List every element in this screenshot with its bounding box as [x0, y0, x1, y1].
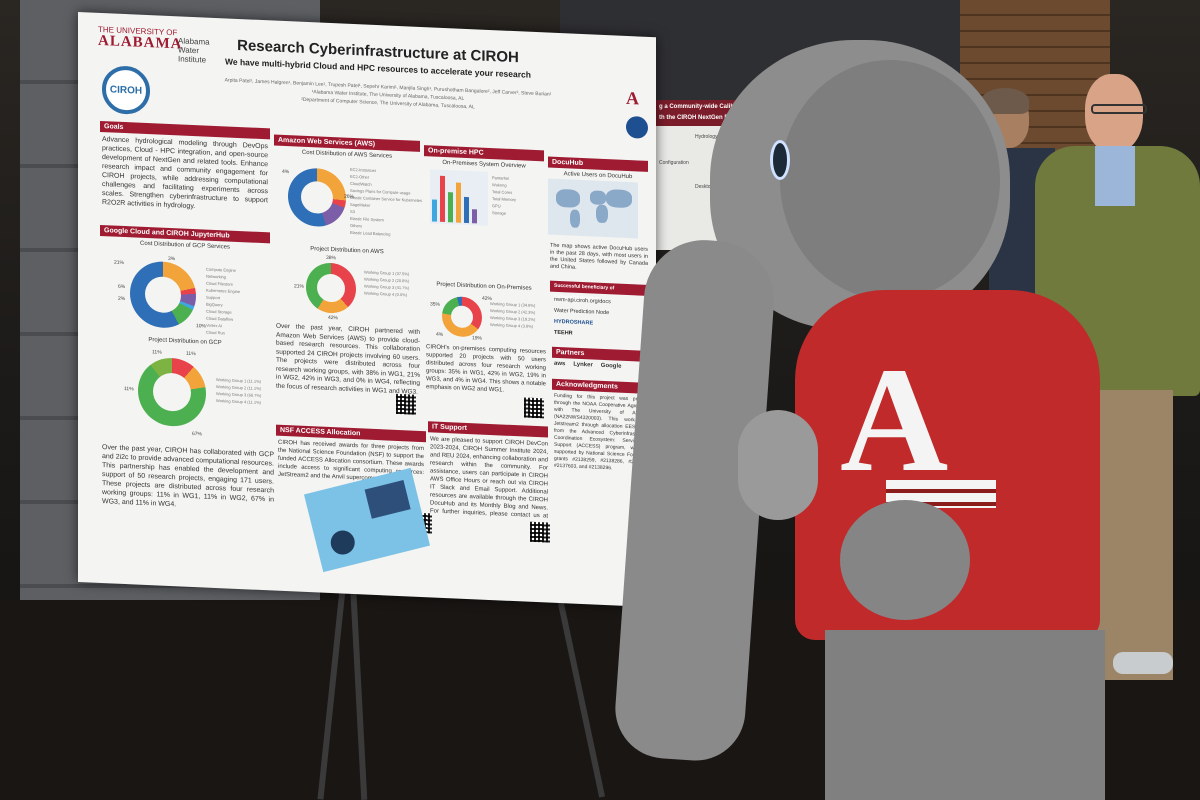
gcp-project-chart-title: Project Distribution on GCP [148, 337, 222, 347]
aws-project-label: 38% [326, 254, 337, 262]
ciroh-logo: CIROH [102, 65, 150, 116]
aws-project-chart-title: Project Distribution on AWS [310, 246, 384, 256]
gcp-cost-label: 3% [168, 255, 176, 263]
gcp-project-label: 67% [192, 430, 203, 438]
aws-project-donut [306, 261, 356, 315]
mascot-arm [840, 500, 970, 620]
aws-cost-legend: EC2-Instances EC2-Other CloudWatch Savin… [350, 166, 422, 239]
person-shoe [1113, 652, 1173, 674]
gcp-project-label: 11% [152, 349, 162, 356]
hpc-bar [448, 192, 453, 223]
hpc-legend-item: Storage [492, 210, 507, 216]
hpc-bar [432, 199, 437, 222]
gcp-cost-donut [130, 260, 196, 330]
aws-cost-donut [288, 167, 346, 228]
hpc-project-label: 19% [472, 335, 483, 342]
hpc-legend: Pantarhei Wukong Total Cores Total Memor… [492, 174, 516, 217]
hpc-project-label: 35% [430, 301, 441, 308]
gcp-project-legend-item: Working Group 4 (11.1%) [216, 398, 261, 405]
hpc-project-chart-title: Project Distribution on On-Premises [436, 281, 532, 292]
partner-logo: Lynker [573, 361, 593, 369]
it-qr-code-icon [530, 521, 550, 543]
aws-cost-label: 4% [282, 168, 290, 176]
elephant-mascot: A [612, 40, 1120, 800]
hpc-bar-chart [430, 169, 488, 226]
aws-project-legend: Working Group 1 (37.5%) Working Group 2 … [364, 268, 409, 298]
flyer-circle-icon [328, 527, 358, 558]
gcp-project-label: 11% [124, 386, 134, 393]
hpc-bar [464, 196, 469, 224]
aws-project-label: 21% [294, 283, 305, 290]
university-name: ALABAMA [98, 32, 183, 53]
flyer-graphic-icon [364, 480, 411, 519]
hpc-qr-code-icon [524, 397, 544, 419]
hpc-project-donut [442, 295, 482, 338]
gcp-body: Over the past year, CIROH has collaborat… [102, 444, 274, 509]
aws-project-label: 42% [328, 314, 339, 322]
aws-project-legend-item: Working Group 4 (0.0%) [364, 290, 408, 298]
hpc-project-label: 42% [482, 295, 493, 303]
hpc-bar [440, 175, 445, 223]
map-landmass [596, 204, 608, 224]
hpc-chart-title: On-Premises System Overview [442, 159, 526, 170]
hpc-project-legend: Working Group 1 (34.8%) Working Group 2 … [490, 300, 535, 330]
hpc-project-legend-item: Working Group 4 (3.8%) [490, 321, 534, 329]
aws-qr-code-icon [396, 393, 416, 415]
gcp-cost-legend: Compute Engine Networking Cloud Filestor… [206, 266, 240, 337]
partner-logo: aws [554, 360, 566, 368]
map-landmass [570, 209, 580, 228]
mascot-jersey-logo: A [840, 337, 949, 503]
gcp-cost-label: 2% [118, 295, 126, 303]
mascot-eye [770, 140, 790, 180]
hpc-bar [456, 182, 461, 223]
partner-logo: Google [600, 362, 622, 370]
mascot-legs [825, 630, 1105, 800]
mascot-ear [780, 60, 1000, 300]
map-landmass [556, 188, 580, 208]
background-poster-title-2: th the CIROH NextGen Dat [659, 115, 735, 121]
background-poster-title-1: g a Community-wide Calib [659, 104, 735, 110]
gcp-cost-label: 10% [196, 323, 207, 330]
beneficiary-list: nwm-api.ciroh.org/docs Water Prediction … [554, 295, 611, 341]
hpc-bar [472, 209, 477, 224]
gcp-project-label: 11% [186, 350, 196, 358]
gcp-project-legend: Working Group 1 (11.1%) Working Group 2 … [216, 376, 261, 406]
goals-body: Advance hydrological modeling through De… [102, 136, 268, 211]
poster-authors: Arpita Patel¹, James Halgren¹, Benjamin … [208, 76, 568, 116]
eyeglasses-icon [1091, 104, 1147, 114]
gcp-cost-label: 21% [114, 259, 125, 267]
background-poster-section-1: Hydrology Model? [695, 134, 736, 140]
mascot-hand [738, 410, 818, 520]
beneficiary-item: TEEHR [554, 329, 573, 337]
aws-cost-label: 26% [344, 193, 355, 201]
map-landmass [590, 190, 606, 206]
gcp-legend-item: Cloud Run [206, 329, 225, 336]
background-poster-section-3: Desktop [695, 184, 714, 190]
it-body: We are pleased to support CIROH DevCon 2… [430, 436, 548, 520]
person-shirt-collar [1095, 146, 1135, 206]
hpc-project-label: 4% [436, 331, 444, 338]
gcp-project-donut [138, 356, 206, 428]
gcp-cost-label: 6% [118, 283, 126, 291]
background-poster-section-2: Configuration [659, 160, 689, 166]
